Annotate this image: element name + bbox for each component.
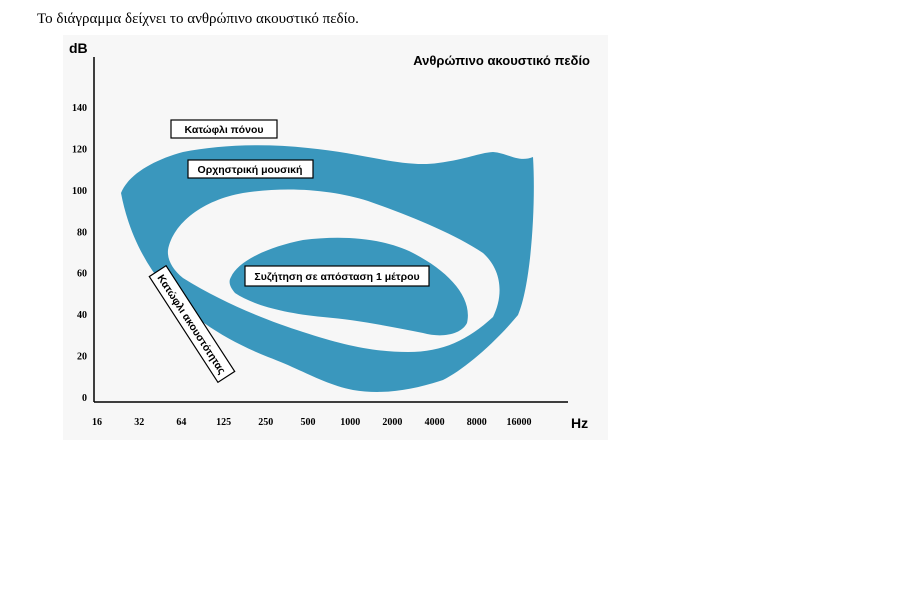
y-tick-label: 40: [77, 310, 87, 321]
pain-threshold-text: Κατώφλι πόνου: [185, 124, 264, 136]
page-caption: Το διάγραμμα δείχνει το ανθρώπινο ακουστ…: [37, 11, 359, 27]
orchestral-music-label: Ορχηστρική μουσική: [187, 159, 314, 179]
x-tick-label: 16: [92, 417, 102, 428]
x-axis-label: Hz: [571, 415, 588, 431]
pain-threshold-label: Κατώφλι πόνου: [170, 119, 278, 139]
y-axis-label: dB: [69, 40, 88, 56]
x-tick-label: 2000: [382, 417, 402, 428]
chart-svg: Ανθρώπινο ακουστικό πεδίο dB Hz 0 20 40 …: [63, 35, 608, 440]
y-tick-label: 60: [77, 269, 87, 280]
x-tick-label: 64: [176, 417, 186, 428]
y-tick-label: 140: [72, 103, 87, 114]
orchestral-music-text: Ορχηστρική μουσική: [198, 164, 303, 176]
y-tick-label: 120: [72, 144, 87, 155]
y-tick-label: 0: [82, 393, 87, 404]
y-tick-label: 100: [72, 186, 87, 197]
x-tick-label: 32: [134, 417, 144, 428]
x-tick-label: 8000: [467, 417, 487, 428]
chart-title: Ανθρώπινο ακουστικό πεδίο: [413, 53, 590, 68]
x-tick-label: 16000: [507, 417, 532, 428]
x-tick-label: 500: [301, 417, 316, 428]
x-tick-label: 1000: [340, 417, 360, 428]
y-tick-label: 80: [77, 227, 87, 238]
outer-field-region: [121, 145, 534, 392]
x-tick-label: 125: [216, 417, 231, 428]
speech-label: Συζήτηση σε απόσταση 1 μέτρου: [244, 265, 430, 287]
x-tick-label: 4000: [425, 417, 445, 428]
x-tick-label: 250: [258, 417, 273, 428]
speech-text: Συζήτηση σε απόσταση 1 μέτρου: [254, 271, 419, 283]
y-tick-label: 20: [77, 352, 87, 363]
chart-figure: Ανθρώπινο ακουστικό πεδίο dB Hz 0 20 40 …: [63, 35, 608, 440]
